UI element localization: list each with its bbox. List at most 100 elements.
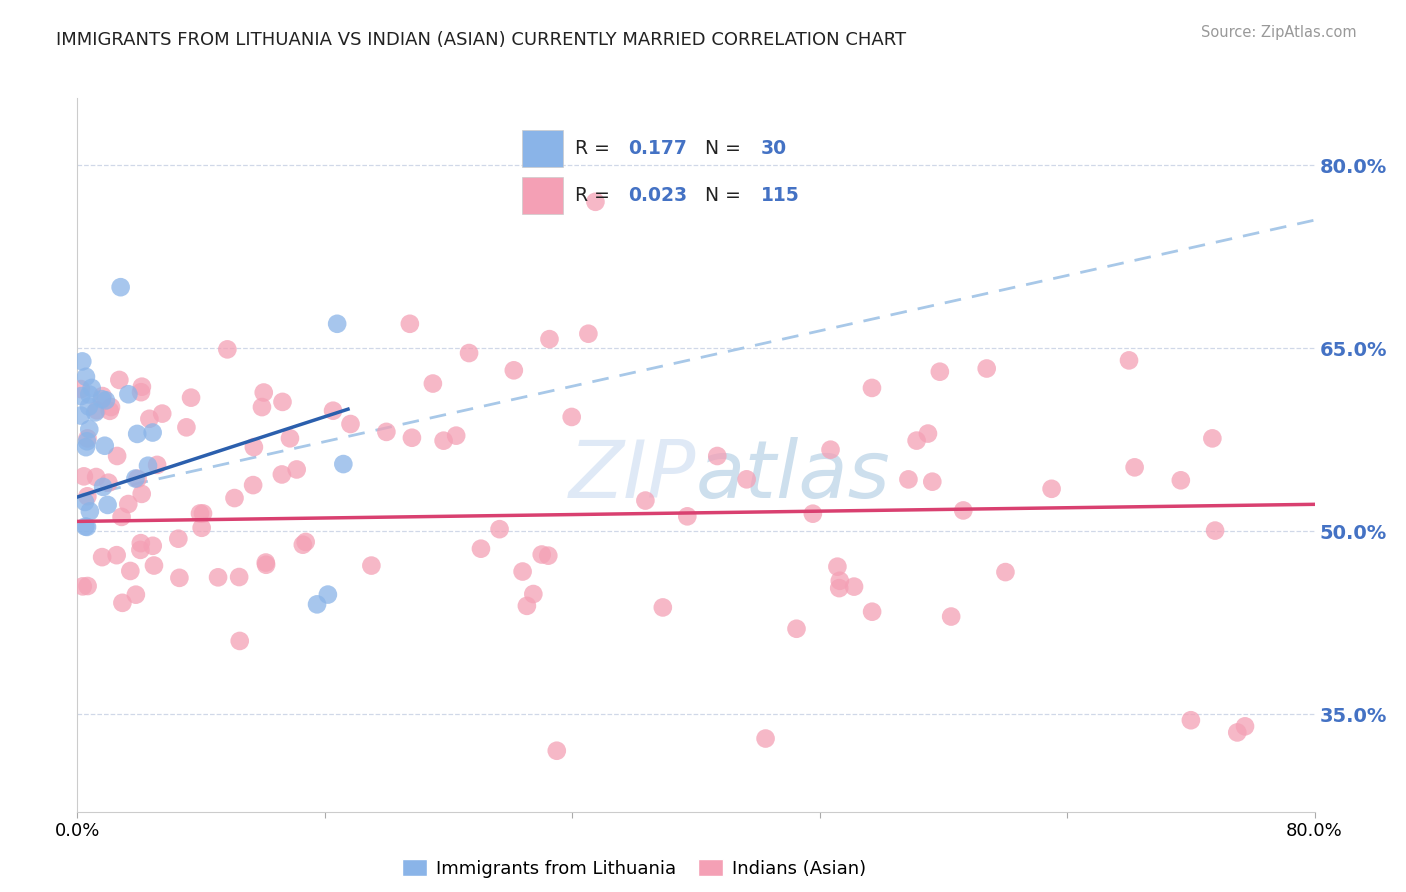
Point <box>994 565 1017 579</box>
Point <box>422 376 444 391</box>
Point <box>191 507 214 521</box>
Point <box>117 497 139 511</box>
Point <box>169 571 191 585</box>
Point <box>433 434 456 448</box>
Text: Source: ZipAtlas.com: Source: ZipAtlas.com <box>1201 25 1357 40</box>
Point <box>270 467 292 482</box>
Point <box>110 509 132 524</box>
Point <box>399 317 422 331</box>
Text: N =: N = <box>704 138 741 158</box>
Point <box>79 387 101 401</box>
Point <box>117 387 139 401</box>
Point <box>76 489 98 503</box>
Point <box>129 536 152 550</box>
Point <box>207 570 229 584</box>
Point <box>676 509 699 524</box>
Point <box>1170 473 1192 487</box>
Point <box>84 470 107 484</box>
Point <box>332 457 354 471</box>
Point <box>820 442 842 457</box>
Point <box>250 400 273 414</box>
Text: atlas: atlas <box>696 437 891 516</box>
Point <box>516 599 538 613</box>
Point <box>285 462 308 476</box>
Point <box>124 471 146 485</box>
Point <box>75 519 97 533</box>
Point <box>1201 431 1223 445</box>
Point <box>79 422 101 436</box>
Point <box>108 373 131 387</box>
Point <box>291 538 314 552</box>
Point <box>105 449 128 463</box>
Point <box>243 440 266 454</box>
Point <box>77 400 100 414</box>
Point <box>952 503 974 517</box>
Point <box>801 507 824 521</box>
Point <box>860 605 883 619</box>
Point <box>512 565 534 579</box>
Point <box>150 407 173 421</box>
Point <box>86 403 108 417</box>
Point <box>229 634 252 648</box>
Point <box>271 395 294 409</box>
Point <box>634 493 657 508</box>
Point <box>93 439 115 453</box>
Point <box>488 522 510 536</box>
Point <box>120 564 142 578</box>
Point <box>278 431 301 445</box>
Point <box>97 498 120 512</box>
Point <box>90 392 112 407</box>
Point <box>98 404 121 418</box>
Point <box>651 600 673 615</box>
Point <box>228 570 250 584</box>
Text: R =: R = <box>575 186 610 205</box>
Point <box>828 581 851 595</box>
Point <box>180 391 202 405</box>
Point <box>322 403 344 417</box>
Point <box>401 431 423 445</box>
Point <box>360 558 382 573</box>
Point <box>70 409 93 423</box>
Point <box>94 393 117 408</box>
Point <box>917 426 939 441</box>
Point <box>131 379 153 393</box>
Point <box>127 426 149 441</box>
Text: 0.177: 0.177 <box>627 138 686 158</box>
Point <box>125 588 148 602</box>
Point <box>91 389 114 403</box>
Text: R =: R = <box>575 138 610 158</box>
Point <box>72 579 94 593</box>
Point <box>928 365 950 379</box>
Point <box>827 559 849 574</box>
Point <box>1118 353 1140 368</box>
Point <box>111 596 134 610</box>
Point <box>80 381 103 395</box>
Point <box>339 417 361 431</box>
Point <box>897 472 920 486</box>
Point <box>242 478 264 492</box>
Point <box>522 587 544 601</box>
Point <box>79 504 101 518</box>
Point <box>307 598 329 612</box>
Point <box>143 558 166 573</box>
Point <box>458 346 481 360</box>
Point <box>860 381 883 395</box>
Point <box>110 280 132 294</box>
Point <box>100 400 122 414</box>
Text: 115: 115 <box>761 186 800 205</box>
Bar <box>523 129 562 167</box>
Text: N =: N = <box>704 186 741 205</box>
Point <box>538 332 561 346</box>
Point <box>706 449 728 463</box>
Point <box>326 317 349 331</box>
Point <box>97 475 120 490</box>
Point <box>217 343 239 357</box>
Point <box>73 495 96 509</box>
Point <box>75 440 97 454</box>
Point <box>190 521 212 535</box>
Point <box>1204 524 1226 538</box>
Point <box>76 520 98 534</box>
Point <box>76 434 98 449</box>
Point <box>546 744 568 758</box>
Point <box>735 472 758 486</box>
